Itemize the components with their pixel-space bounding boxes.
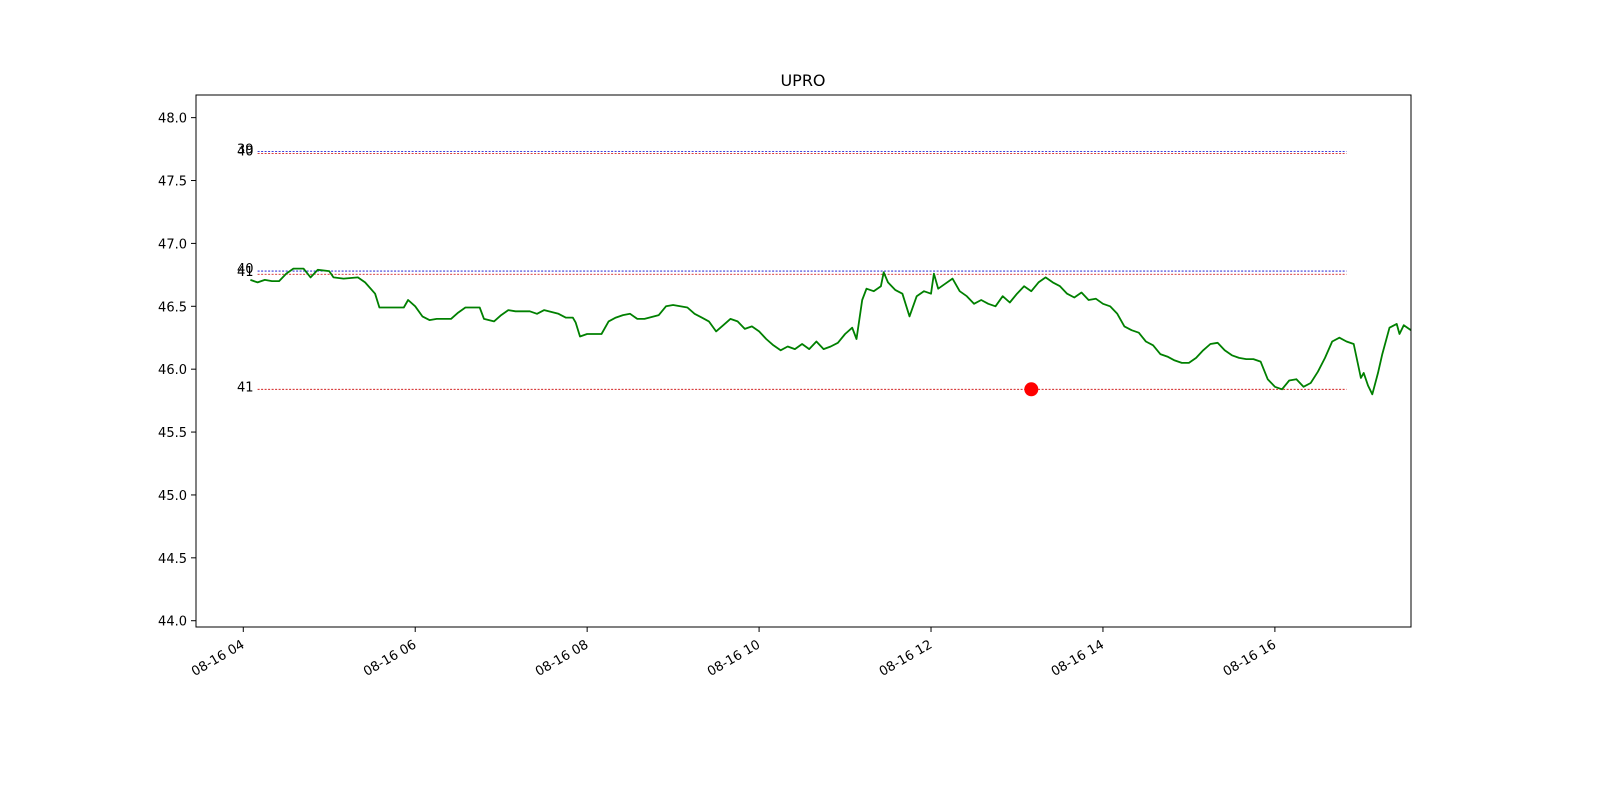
y-tick-label: 45.0 xyxy=(158,489,187,504)
price-line xyxy=(250,267,1412,396)
level-label: 40 xyxy=(237,144,254,159)
y-tick-label: 44.5 xyxy=(158,552,187,567)
y-tick-label: 47.5 xyxy=(158,175,187,190)
level-label: 40 xyxy=(237,262,254,277)
level-label: 41 xyxy=(237,380,254,395)
level-label: 39 xyxy=(237,143,254,158)
y-tick-label: 47.0 xyxy=(158,237,187,252)
y-tick-label: 45.5 xyxy=(158,426,187,441)
plot-frame xyxy=(195,94,1412,628)
signal-marker xyxy=(1024,382,1039,397)
y-tick-label: 44.0 xyxy=(158,615,187,630)
y-tick-label: 46.0 xyxy=(158,363,187,378)
price-series xyxy=(250,267,1412,396)
marker-point xyxy=(1024,382,1039,397)
chart-title: UPRO xyxy=(780,71,825,90)
y-axis: 44.0 44.5 45.0 45.5 46.0 46.5 47.0 47.5 48.0 xyxy=(158,112,196,630)
y-tick-label: 48.0 xyxy=(158,112,187,127)
y-tick-label: 46.5 xyxy=(158,300,187,315)
level-label: 41 xyxy=(237,265,254,280)
